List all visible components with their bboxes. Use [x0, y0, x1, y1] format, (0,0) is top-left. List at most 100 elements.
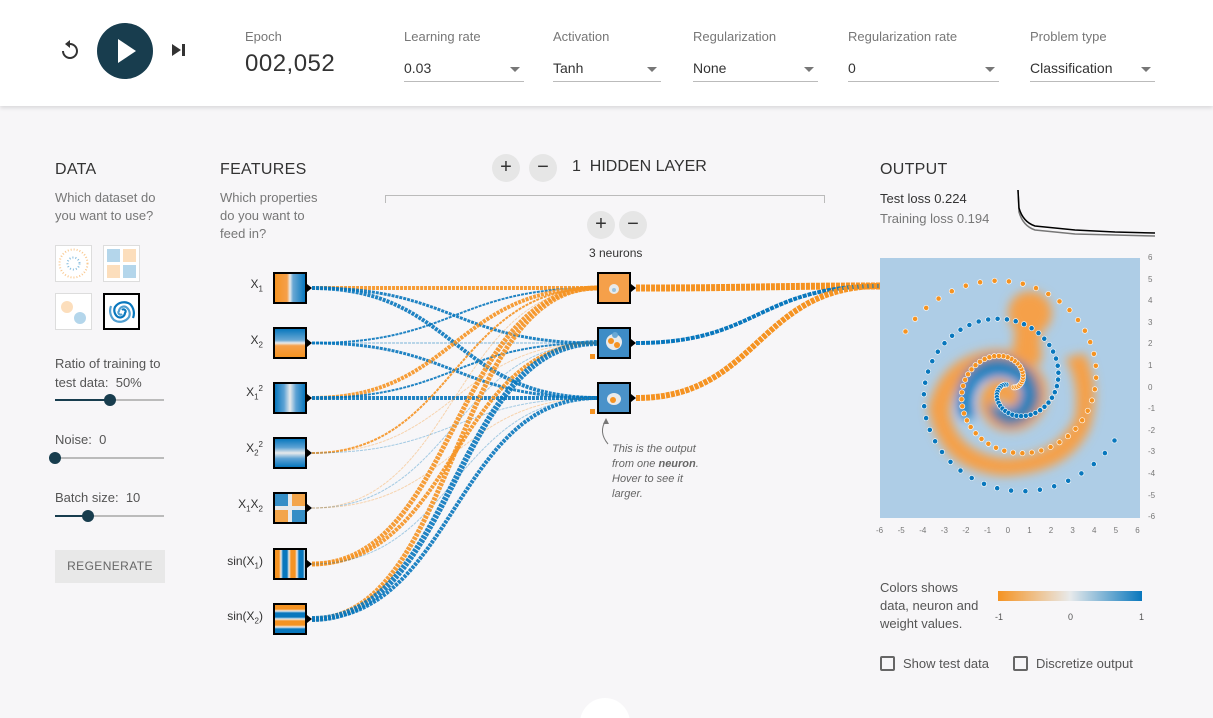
feature-node-x1[interactable]	[273, 272, 307, 304]
x-axis-tick: -3	[940, 526, 948, 535]
feature-node-x1-squared[interactable]	[273, 382, 307, 414]
dataset-xor[interactable]	[103, 245, 140, 282]
data-point	[957, 467, 964, 474]
data-point	[949, 332, 955, 339]
feature-node-x2-squared[interactable]	[273, 437, 307, 469]
play-icon	[118, 39, 136, 63]
regenerate-button[interactable]: REGENERATE	[55, 550, 165, 583]
remove-layer-button[interactable]: −	[529, 154, 557, 182]
hidden-neuron-3[interactable]	[597, 382, 631, 414]
noise-label: Noise: 0	[55, 432, 107, 447]
dataset-gaussian[interactable]	[55, 293, 92, 330]
ratio-label: Ratio of training to test data: 50%	[55, 356, 161, 390]
data-point	[994, 315, 1001, 322]
discretize-output-checkbox[interactable]	[1013, 656, 1028, 671]
data-point	[981, 480, 987, 487]
output-connection-1	[635, 284, 881, 345]
regularization-select[interactable]: None	[693, 58, 818, 82]
colorbar-tick-mid: 0	[1068, 612, 1074, 622]
play-button[interactable]	[97, 23, 153, 79]
y-axis-tick: -5	[1148, 490, 1156, 500]
problem-type-value: Classification	[1030, 60, 1113, 76]
data-point	[1004, 316, 1010, 323]
add-layer-button[interactable]: +	[492, 154, 520, 182]
loss-chart	[1017, 189, 1156, 237]
noise-slider[interactable]	[49, 452, 164, 464]
connection-6-2	[311, 396, 598, 621]
regularization-label: Regularization	[693, 29, 777, 44]
noise-value: 0	[99, 432, 107, 447]
noise-slider-thumb[interactable]	[49, 452, 61, 464]
data-point	[1021, 321, 1027, 328]
x-axis-tick: 4	[1092, 526, 1097, 535]
x-axis-tick: 6	[1135, 526, 1140, 535]
regularization-rate-select[interactable]: 0	[848, 58, 999, 82]
learning-rate-value: 0.03	[404, 60, 432, 76]
data-point	[958, 396, 965, 403]
y-axis-tick: 2	[1148, 339, 1153, 349]
output-heatmap[interactable]	[880, 258, 1140, 518]
node-arrow-icon	[307, 615, 312, 623]
connection-5-0	[311, 285, 598, 567]
step-icon[interactable]	[168, 38, 190, 62]
data-point	[947, 458, 954, 465]
show-test-data-checkbox[interactable]	[880, 656, 895, 671]
activation-select[interactable]: Tanh	[553, 58, 661, 82]
chevron-down-icon	[1141, 67, 1151, 72]
data-point	[921, 391, 927, 398]
remove-neuron-button[interactable]: −	[619, 211, 647, 239]
feature-node-sin-x1[interactable]	[273, 548, 307, 580]
feature-node-x1x2[interactable]	[273, 492, 307, 524]
show-test-data-label: Show test data	[903, 656, 989, 671]
data-point	[978, 435, 985, 442]
hidden-neuron-2[interactable]	[597, 327, 631, 359]
ratio-slider-thumb[interactable]	[103, 394, 116, 406]
data-point	[934, 348, 941, 355]
bias-marker	[590, 354, 595, 359]
data-point	[1101, 450, 1108, 456]
data-point	[964, 417, 970, 424]
feature-label-sin-x1: sin(X1)	[227, 554, 263, 571]
test-loss-value: 0.224	[934, 191, 967, 206]
data-points	[902, 277, 1118, 495]
batch-size-slider[interactable]	[55, 510, 164, 522]
node-arrow-icon	[307, 284, 312, 292]
data-point	[923, 415, 929, 421]
decision-boundary-plot	[880, 258, 1140, 518]
y-axis-tick: 4	[1148, 296, 1153, 306]
data-point	[957, 326, 964, 333]
data-point	[991, 277, 998, 284]
hidden-neuron-1[interactable]	[597, 272, 631, 304]
data-point	[1038, 447, 1045, 454]
x-axis-tick: 3	[1070, 526, 1075, 535]
data-point	[1046, 342, 1053, 348]
scroll-hint-circle[interactable]	[580, 698, 630, 718]
data-point	[1012, 318, 1019, 325]
batch-slider-thumb[interactable]	[81, 510, 94, 522]
data-point	[1019, 280, 1026, 287]
feature-node-sin-x2[interactable]	[273, 603, 307, 635]
data-point	[923, 305, 930, 311]
data-point	[1045, 399, 1052, 406]
dataset-circle[interactable]	[55, 245, 92, 282]
data-point	[1065, 477, 1072, 484]
data-point	[1053, 355, 1059, 362]
problem-type-select[interactable]: Classification	[1030, 58, 1155, 82]
data-point	[1055, 376, 1061, 383]
legend-text: Colors shows data, neuron and weight val…	[880, 580, 979, 631]
feature-node-x2[interactable]	[273, 327, 307, 359]
ratio-slider[interactable]	[55, 394, 164, 406]
node-arrow-icon	[631, 394, 636, 402]
data-point	[1047, 444, 1054, 450]
data-point	[994, 485, 1001, 492]
dataset-spiral[interactable]	[103, 293, 140, 330]
data-subtitle: Which dataset do you want to use?	[55, 190, 156, 223]
reset-icon[interactable]	[58, 38, 82, 62]
data-point	[1035, 330, 1042, 336]
add-neuron-button[interactable]: +	[587, 211, 615, 239]
learning-rate-select[interactable]: 0.03	[404, 58, 524, 82]
data-point	[1054, 362, 1061, 369]
feature-label-x2: X2	[250, 333, 263, 350]
chevron-down-icon	[647, 67, 657, 72]
